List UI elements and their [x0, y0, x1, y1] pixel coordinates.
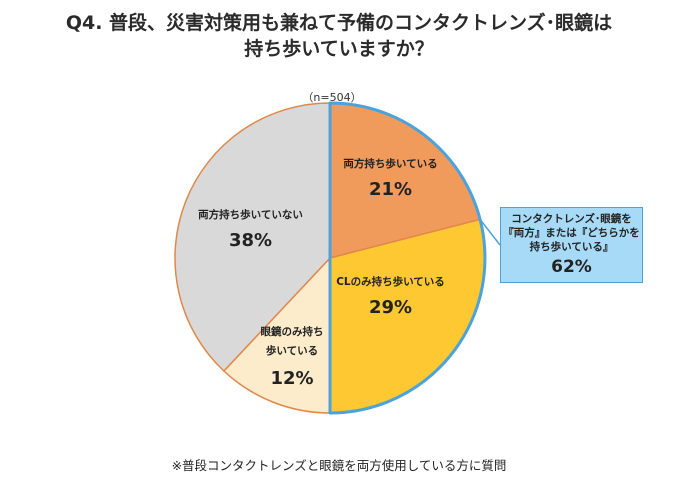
slice-label-glasses-only-line2: 歩いている: [265, 345, 319, 357]
pie-slice-neither: [174, 102, 331, 373]
callout-line2: 『両方』または『どちらかを: [503, 227, 640, 239]
pie-slice-glasses-only: [222, 256, 331, 414]
chart-title: Q4. 普段、災害対策用も兼ねて予備のコンタクトレンズ･眼鏡は 持ち歩いています…: [0, 10, 678, 62]
callout-box: コンタクトレンズ･眼鏡を 『両方』または『どちらかを 持ち歩いている』 62%: [500, 207, 643, 283]
slice-label-neither-text: 両方持ち歩いていない: [198, 209, 303, 221]
slice-value-both: 21%: [368, 179, 413, 200]
callout-value: 62%: [551, 257, 592, 277]
pie-highlight-outline: [328, 101, 487, 415]
slice-value-glasses-only: 12%: [270, 368, 314, 389]
slice-value-neither: 38%: [228, 230, 273, 251]
chart-title-line1: Q4. 普段、災害対策用も兼ねて予備のコンタクトレンズ･眼鏡は: [65, 12, 613, 34]
chart-title-line2: 持ち歩いていますか？: [244, 38, 434, 60]
slice-label-glasses-only-line1: 眼鏡のみ持ち: [260, 326, 324, 338]
slice-label-cl-only-text: CLのみ持ち歩いている: [336, 276, 445, 288]
sample-size-label: （n=504）: [302, 91, 362, 104]
callout-line1: コンタクトレンズ･眼鏡を: [511, 213, 632, 225]
slice-label-both: 両方持ち歩いている 21%: [333, 155, 448, 202]
pie-slices: [174, 102, 486, 414]
callout-connector-line: [479, 218, 501, 246]
slice-label-cl-only: CLのみ持ち歩いている 29%: [333, 273, 448, 320]
footnote: ※普段コンタクトレンズと眼鏡を両方使用している方に質問: [171, 458, 507, 473]
slice-label-neither: 両方持ち歩いていない 38%: [188, 206, 313, 253]
slice-label-glasses-only: 眼鏡のみ持ち 歩いている 12%: [247, 323, 337, 391]
slice-value-cl-only: 29%: [368, 297, 413, 318]
slice-label-both-text: 両方持ち歩いている: [343, 158, 438, 170]
callout-line3: 持ち歩いている』: [529, 241, 614, 253]
